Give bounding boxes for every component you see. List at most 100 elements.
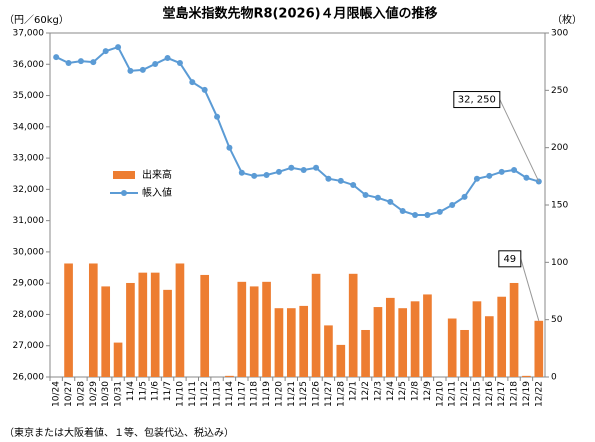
x-tick-label: 11/18 <box>250 381 260 407</box>
y-tick-label: 32,000 <box>13 185 45 195</box>
marker <box>288 164 295 171</box>
marker <box>201 86 208 93</box>
marker <box>498 168 505 175</box>
x-tick-label: 11/27 <box>324 381 334 407</box>
x-tick-label: 11/11 <box>188 381 198 407</box>
bar <box>398 308 408 377</box>
bar <box>522 375 531 377</box>
marker <box>226 144 233 151</box>
marker <box>275 168 282 175</box>
chart-title: 堂島米指数先物R8(2026)４月限帳入値の推移 <box>162 6 437 22</box>
bar <box>175 263 185 377</box>
x-tick-label: 11/10 <box>175 381 185 407</box>
bar <box>484 316 494 377</box>
marker <box>214 113 221 120</box>
data-label: 49 <box>503 254 516 265</box>
marker <box>90 59 97 66</box>
marker <box>164 55 171 62</box>
marker <box>115 44 122 51</box>
x-tick-label: 11/17 <box>237 381 247 407</box>
bar <box>472 301 482 377</box>
y2-tick-label: 100 <box>551 258 568 268</box>
bar <box>410 301 420 377</box>
marker <box>473 175 480 182</box>
y-tick-label: 26,000 <box>13 373 45 383</box>
label-box <box>453 91 501 109</box>
marker <box>424 212 431 219</box>
x-tick-label: 12/12 <box>460 381 470 407</box>
data-label: 32, 250 <box>458 95 496 106</box>
x-tick-label: 12/16 <box>485 381 495 407</box>
legend-label: 帳入値 <box>142 186 172 199</box>
marker <box>238 169 245 176</box>
x-tick-label: 10/29 <box>89 381 99 407</box>
marker <box>399 207 406 214</box>
marker <box>152 60 159 67</box>
bar <box>225 375 234 377</box>
x-tick-label: 12/19 <box>522 381 532 407</box>
y-tick-label: 37,000 <box>13 29 45 39</box>
bar <box>138 272 148 377</box>
x-tick-label: 12/8 <box>411 381 421 401</box>
marker <box>176 60 183 67</box>
bar <box>101 286 111 377</box>
bar <box>373 307 383 377</box>
x-tick-label: 12/11 <box>448 381 458 407</box>
bar <box>286 308 296 377</box>
x-tick-label: 10/24 <box>52 381 62 407</box>
x-tick-label: 11/19 <box>262 381 272 407</box>
marker <box>374 194 381 201</box>
x-tick-label: 12/18 <box>510 381 520 407</box>
x-tick-label: 12/9 <box>423 381 433 401</box>
y-tick-label: 30,000 <box>13 247 45 257</box>
x-tick-label: 11/4 <box>126 381 136 401</box>
y-tick-label: 36,000 <box>13 60 45 70</box>
x-tick-label: 11/25 <box>299 381 309 407</box>
bar <box>237 281 247 377</box>
y2-tick-label: 250 <box>551 86 568 96</box>
y2-tick-label: 0 <box>551 373 557 383</box>
x-tick-label: 10/27 <box>64 381 74 407</box>
y-tick-label: 33,000 <box>13 154 45 164</box>
legend-swatch <box>113 171 135 179</box>
marker <box>65 60 72 67</box>
bar <box>262 281 271 377</box>
marker <box>102 48 109 55</box>
marker <box>486 172 493 179</box>
bar <box>88 263 98 377</box>
bar <box>460 329 469 377</box>
y2-tick-label: 200 <box>551 143 568 153</box>
x-tick-label: 10/28 <box>76 381 86 407</box>
x-tick-label: 10/31 <box>114 381 124 407</box>
x-tick-label: 11/5 <box>138 381 148 401</box>
marker <box>53 54 60 61</box>
legend-label: 出来高 <box>142 168 172 181</box>
marker <box>139 66 146 73</box>
x-tick-label: 10/30 <box>101 381 111 407</box>
y-tick-label: 29,000 <box>13 279 45 289</box>
marker <box>337 177 344 184</box>
bar <box>423 294 432 377</box>
marker <box>313 164 320 171</box>
x-tick-label: 12/5 <box>398 381 408 401</box>
bar <box>324 325 333 377</box>
bar <box>348 273 358 377</box>
marker <box>251 172 258 179</box>
label-leader <box>520 258 540 321</box>
y-axis-label: （円／60kg） <box>4 14 69 26</box>
bar <box>311 273 321 377</box>
bar <box>497 296 507 377</box>
x-tick-label: 12/22 <box>534 381 544 407</box>
y-tick-label: 31,000 <box>13 216 45 226</box>
bar <box>64 263 73 377</box>
bar <box>534 320 544 377</box>
bar <box>299 305 309 377</box>
marker <box>350 181 357 188</box>
bar <box>150 272 160 377</box>
marker <box>362 191 369 198</box>
x-tick-label: 11/6 <box>151 381 161 401</box>
bar <box>361 329 370 377</box>
x-tick-label: 12/10 <box>435 381 445 407</box>
x-tick-label: 11/26 <box>312 381 322 407</box>
